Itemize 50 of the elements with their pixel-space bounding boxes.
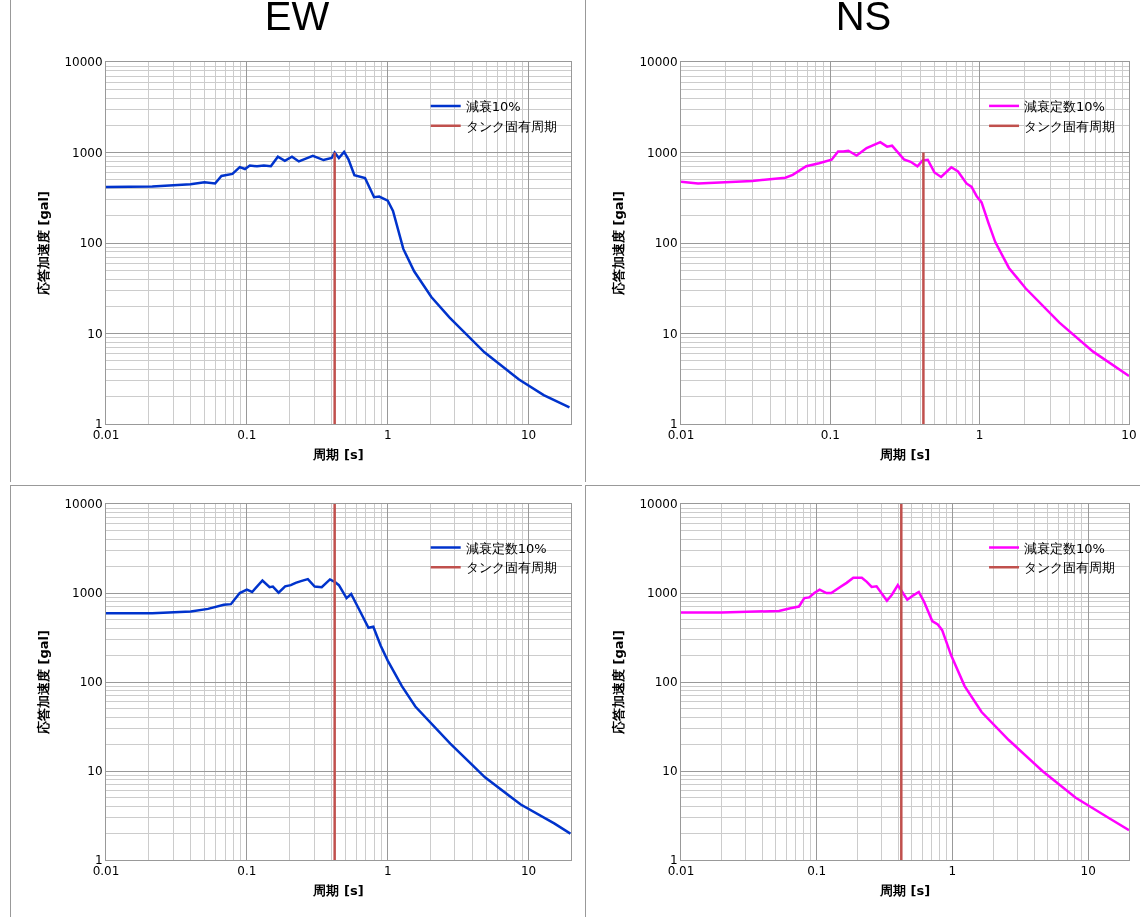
y-tick-label: 10000: [64, 497, 103, 512]
x-tick-label: 0.01: [92, 428, 120, 443]
x-tick-label: 10: [520, 428, 537, 443]
x-tick-label: 1: [975, 428, 984, 443]
x-tick-label: 0.1: [807, 864, 827, 879]
x-axis-title: 周期 [s]: [878, 447, 931, 462]
x-tick-label: 0.01: [92, 864, 120, 879]
y-tick-label: 10000: [639, 497, 678, 512]
legend-label: タンク固有周期: [465, 560, 557, 576]
x-axis-title: 周期 [s]: [878, 883, 931, 898]
chart-title: NS: [835, 0, 892, 39]
x-tick-label: 0.01: [667, 428, 695, 443]
y-tick-label: 1000: [72, 145, 103, 160]
x-tick-label: 10: [1121, 428, 1137, 443]
x-tick-label: 0.1: [820, 428, 840, 443]
y-tick-label: 1000: [72, 586, 103, 601]
y-axis-title: 応答加速度 [gal]: [611, 191, 627, 296]
y-tick-label: 10: [662, 326, 678, 341]
x-tick-label: 1: [383, 428, 392, 443]
x-tick-label: 1: [948, 864, 957, 879]
x-axis-title: 周期 [s]: [312, 883, 364, 898]
legend-label: タンク固有周期: [1024, 560, 1116, 576]
y-axis-title: 応答加速度 [gal]: [36, 630, 52, 735]
y-tick-label: 100: [79, 236, 103, 251]
y-axis-title: 応答加速度 [gal]: [36, 191, 52, 296]
legend-label: 減衰定数10%: [465, 540, 547, 556]
y-tick-label: 100: [79, 675, 103, 690]
x-tick-label: 10: [1080, 864, 1096, 879]
legend-label: タンク固有周期: [1024, 118, 1116, 134]
x-tick-label: 0.1: [237, 864, 257, 879]
y-tick-label: 10000: [64, 55, 103, 70]
y-tick-label: 1000: [647, 586, 678, 601]
y-tick-label: 10000: [639, 55, 678, 70]
legend-label: 減衰定数10%: [1024, 98, 1105, 114]
x-tick-label: 10: [520, 864, 537, 879]
legend-label: 減衰定数10%: [1024, 540, 1105, 556]
x-tick-label: 0.01: [667, 864, 695, 879]
legend-label: 減衰10%: [465, 98, 521, 114]
y-tick-label: 10: [662, 764, 678, 779]
y-tick-label: 10: [87, 764, 103, 779]
x-tick-label: 1: [383, 864, 392, 879]
y-tick-label: 100: [654, 236, 678, 251]
y-tick-label: 100: [654, 675, 678, 690]
y-axis-title: 応答加速度 [gal]: [611, 630, 627, 735]
chart-title: EW: [264, 0, 330, 39]
y-tick-label: 1000: [647, 145, 678, 160]
legend-label: タンク固有周期: [465, 118, 557, 134]
y-tick-label: 10: [87, 326, 103, 341]
x-tick-label: 0.1: [237, 428, 257, 443]
x-axis-title: 周期 [s]: [312, 447, 364, 462]
